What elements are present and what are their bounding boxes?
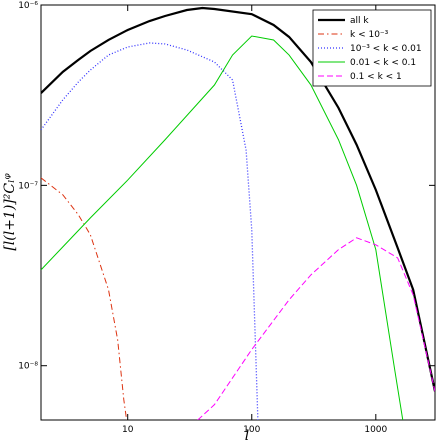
- legend-label: all k: [350, 16, 369, 26]
- series-line: [41, 42, 259, 420]
- x-tick-label: 10: [122, 425, 134, 435]
- x-tick-label: 1000: [364, 425, 387, 435]
- legend-label: 0.1 < k < 1: [350, 72, 402, 82]
- legend-label: k < 10⁻³: [350, 30, 389, 40]
- y-axis-label: [l(l+1)]²Cₗᵠ: [2, 173, 18, 251]
- series-line: [197, 237, 435, 420]
- legend-label: 0.01 < k < 0.1: [350, 58, 416, 68]
- x-tick-label: 100: [243, 425, 260, 435]
- x-axis-label: l: [245, 428, 249, 444]
- series-line: [41, 35, 404, 420]
- legend-box: [312, 9, 432, 87]
- y-tick-label: 10⁻⁶: [18, 1, 38, 11]
- legend-label: 10⁻³ < k < 0.01: [350, 44, 422, 54]
- plot-frame: [40, 4, 436, 421]
- y-tick-label: 10⁻⁷: [18, 181, 38, 191]
- y-tick-label: 10⁻⁸: [18, 362, 38, 372]
- series-line: [41, 177, 128, 420]
- lines: [41, 6, 435, 420]
- series-line: [41, 6, 435, 392]
